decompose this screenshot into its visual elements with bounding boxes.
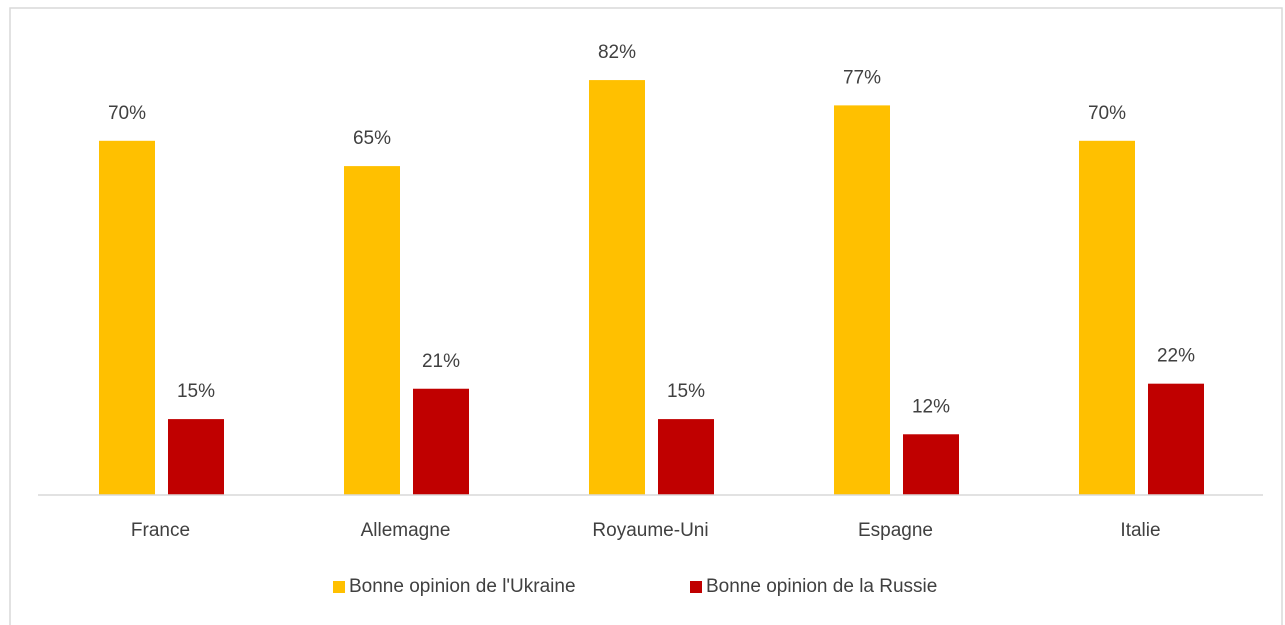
data-label: 22%	[1157, 346, 1195, 367]
legend-swatch	[333, 581, 345, 593]
bar	[168, 419, 224, 495]
x-tick-label: Italie	[1120, 520, 1160, 541]
chart-frame	[9, 7, 1283, 625]
data-label: 70%	[1088, 103, 1126, 124]
data-label: 12%	[912, 396, 950, 417]
data-label: 15%	[177, 381, 215, 402]
bar	[834, 105, 890, 495]
x-tick-label: Royaume-Uni	[592, 520, 708, 541]
bar	[589, 80, 645, 495]
bar	[1148, 383, 1204, 495]
legend-label: Bonne opinion de la Russie	[706, 576, 937, 597]
x-tick-label: France	[131, 520, 190, 541]
data-label: 77%	[843, 67, 881, 88]
legend-label: Bonne opinion de l'Ukraine	[349, 576, 576, 597]
bar	[903, 434, 959, 495]
bar	[413, 388, 469, 495]
data-label: 21%	[422, 351, 460, 372]
bar	[1079, 140, 1135, 496]
bar	[99, 140, 155, 496]
bar	[658, 419, 714, 495]
data-label: 70%	[108, 103, 146, 124]
x-tick-label: Espagne	[858, 520, 933, 541]
data-label: 82%	[598, 42, 636, 63]
data-label: 15%	[667, 381, 705, 402]
data-label: 65%	[353, 128, 391, 149]
bar	[344, 166, 400, 495]
x-tick-label: Allemagne	[361, 520, 451, 541]
legend-swatch	[690, 581, 702, 593]
